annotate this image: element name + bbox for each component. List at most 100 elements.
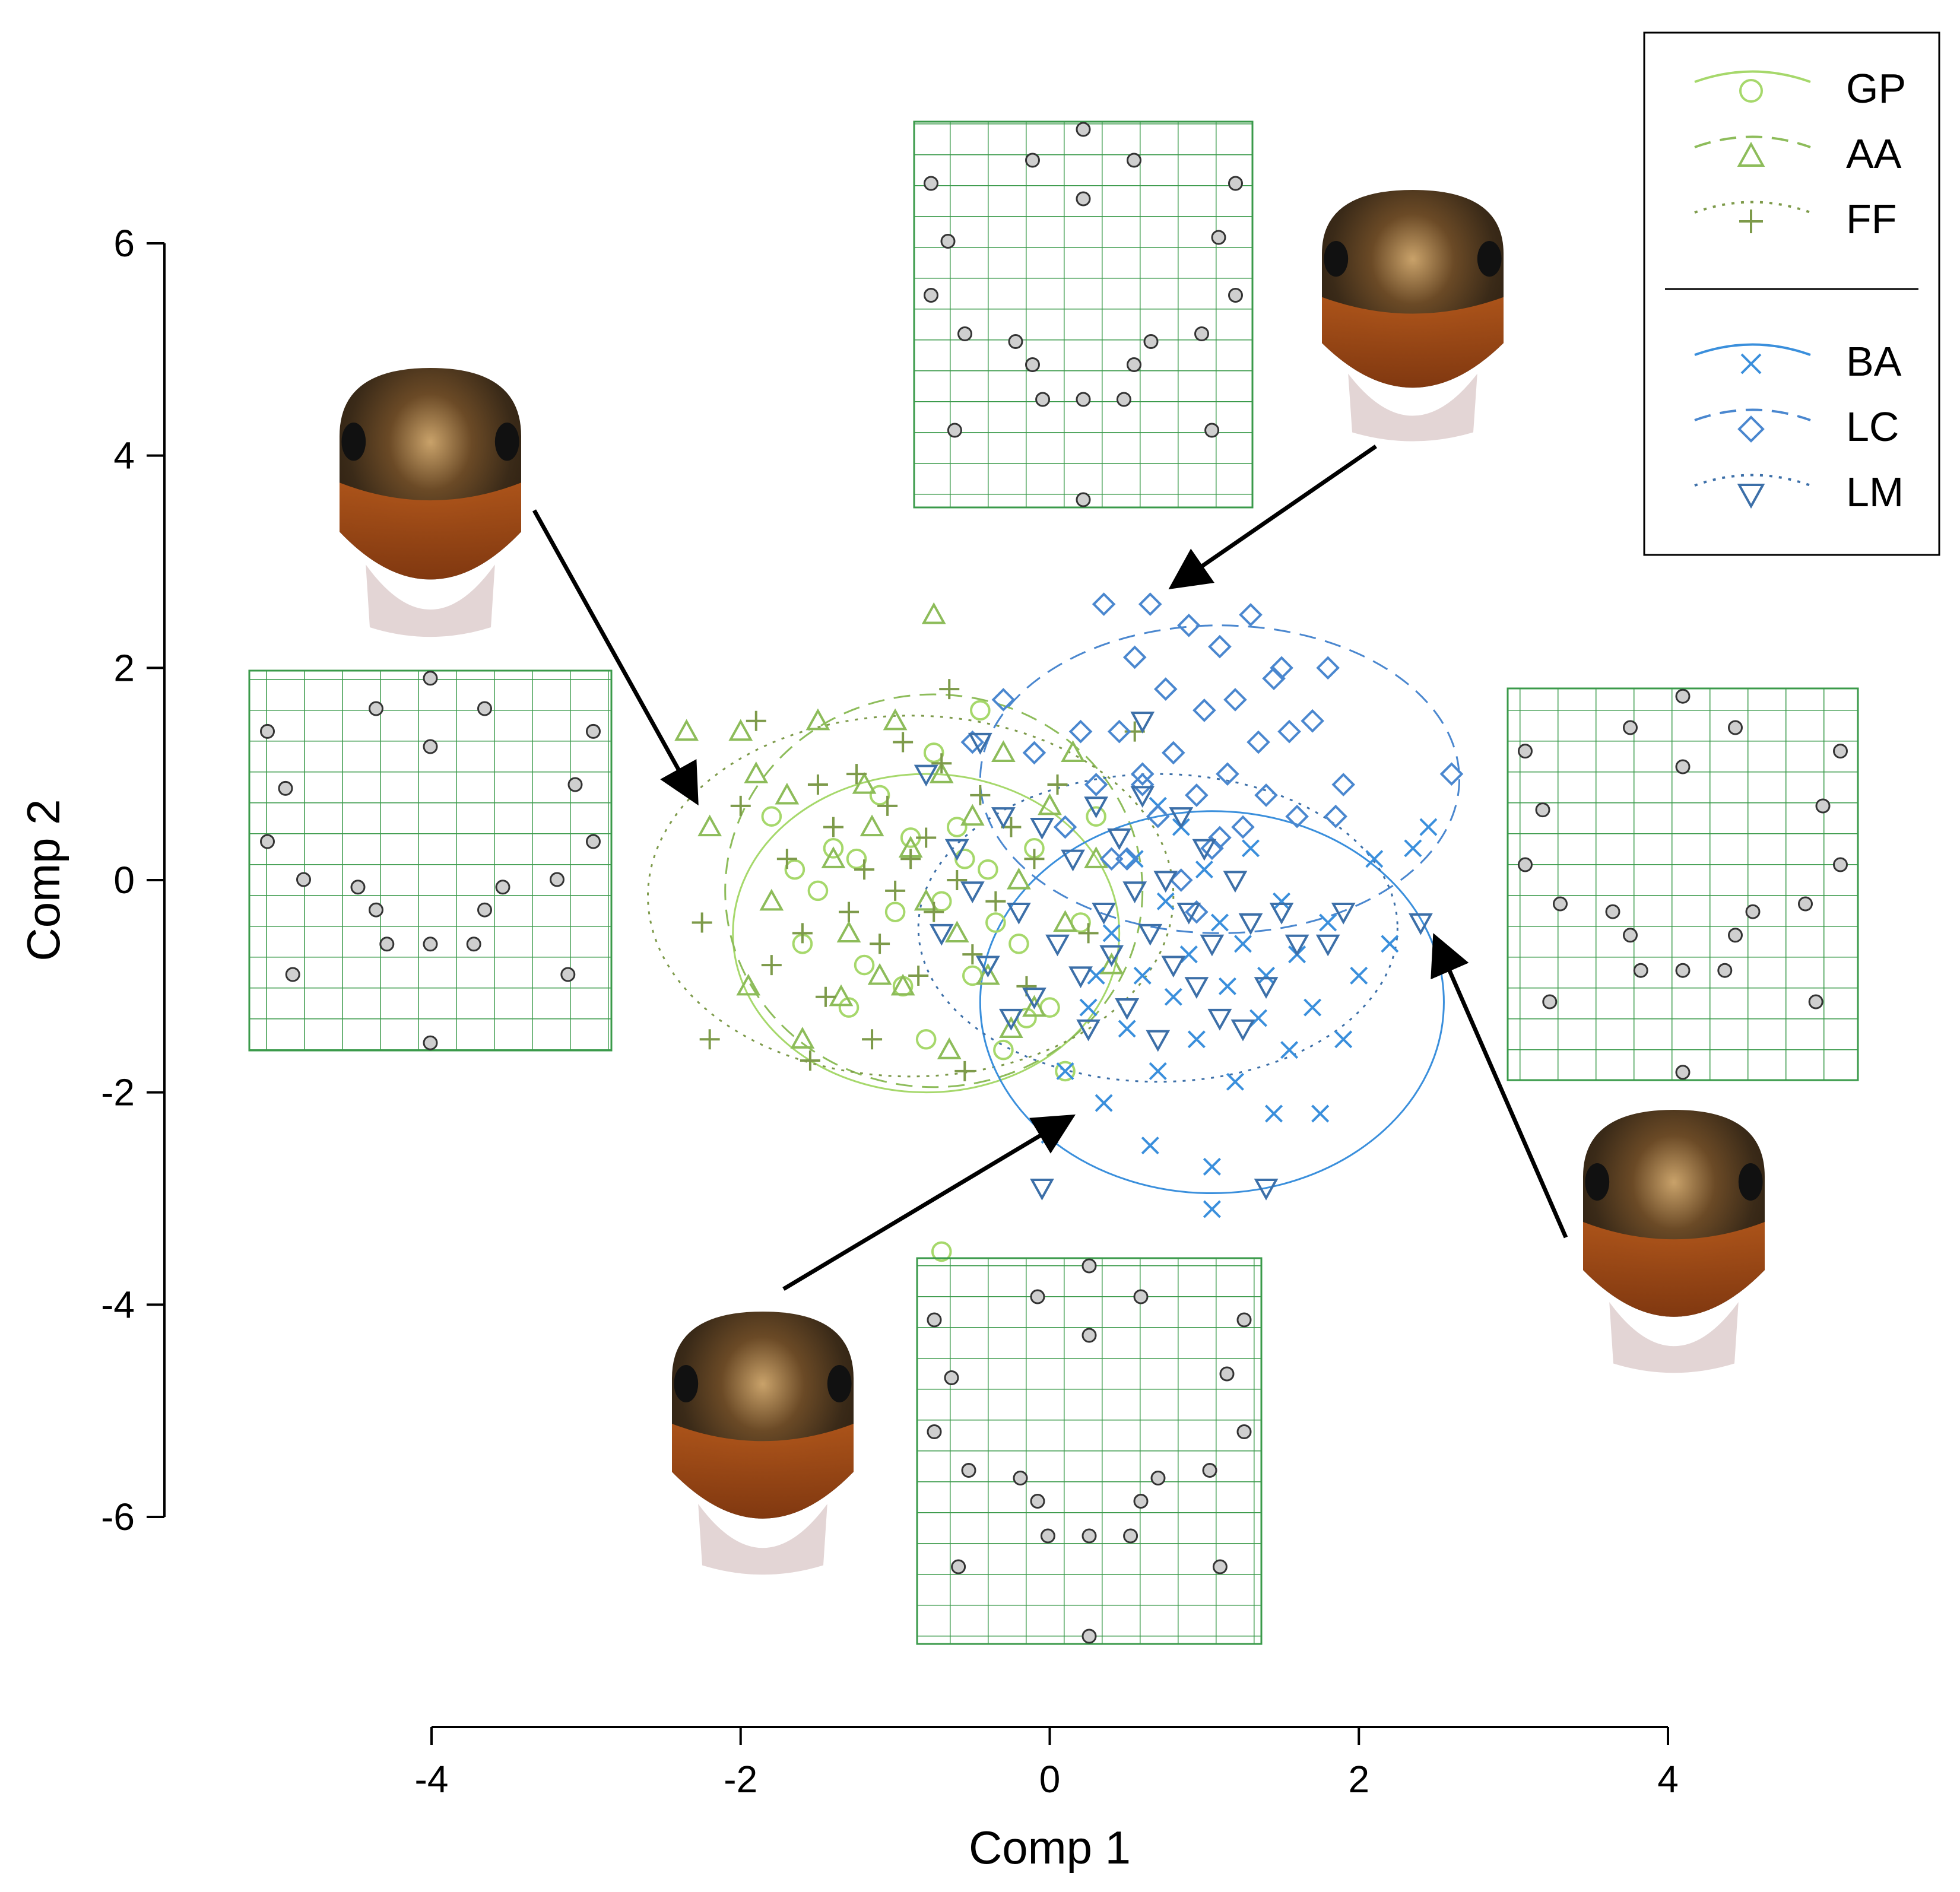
point-ff — [854, 859, 875, 880]
ant-eye — [1477, 241, 1502, 277]
point-lm — [1092, 903, 1117, 925]
landmark-dot — [1553, 896, 1568, 912]
landmark-dot — [1518, 744, 1533, 759]
point-lm — [991, 807, 1016, 829]
point-lm — [1130, 712, 1155, 734]
point-aa — [883, 708, 908, 731]
ant-mandible — [698, 1504, 827, 1575]
landmark-dot — [1082, 1258, 1097, 1274]
point-aa — [1061, 740, 1085, 762]
point-lc — [1324, 804, 1348, 828]
ant-head-image — [1322, 190, 1504, 442]
landmark-dot — [423, 671, 438, 686]
point-ff — [800, 1050, 820, 1071]
ant-head-image — [340, 368, 521, 637]
ant-eye — [1324, 241, 1349, 277]
point-ff — [939, 679, 960, 700]
landmark-dot — [924, 288, 938, 303]
ellipse-ff — [647, 715, 1175, 1078]
point-lm — [1184, 977, 1209, 999]
point-lm — [1192, 839, 1217, 861]
point-gp — [946, 817, 968, 837]
deformation-grids — [248, 120, 1859, 1645]
point-ff — [931, 753, 952, 774]
x-tick-label: 2 — [1348, 1758, 1369, 1801]
point-ba — [1404, 839, 1422, 858]
legend-item-ba: BA — [1694, 338, 1902, 385]
landmark-dot — [1133, 1289, 1149, 1304]
landmark-dot — [1076, 122, 1091, 137]
point-ff — [1078, 923, 1099, 944]
point-ba — [1350, 966, 1368, 985]
point-lm — [1409, 913, 1433, 935]
landmark-dot — [423, 1035, 438, 1050]
series-aa — [674, 602, 1124, 1059]
landmark-dot — [1236, 1424, 1252, 1439]
point-lc — [1223, 688, 1247, 712]
landmark-dot — [1605, 904, 1620, 919]
point-lc — [1439, 762, 1464, 786]
point-lc — [1130, 773, 1155, 796]
landmark-dot — [1116, 392, 1131, 407]
point-aa — [1022, 995, 1046, 1017]
point-ff — [699, 1029, 720, 1050]
point-lm — [944, 839, 969, 861]
landmark-dot — [1623, 928, 1638, 943]
point-lm — [1161, 955, 1186, 978]
landmark-dot — [296, 872, 311, 887]
landmark-dot — [1675, 759, 1691, 774]
point-lm — [1138, 923, 1163, 946]
point-gp — [784, 859, 805, 880]
legend-line — [1694, 408, 1811, 421]
point-ff — [916, 827, 937, 848]
point-lc — [1262, 666, 1286, 691]
point-gp — [869, 785, 890, 806]
point-lm — [1076, 1019, 1100, 1042]
point-ba — [1141, 1137, 1159, 1155]
point-ff — [807, 774, 828, 795]
point-lc — [1208, 826, 1232, 850]
deformation-grid-top — [913, 120, 1254, 509]
point-lm — [968, 732, 992, 755]
point-ba — [1280, 1041, 1299, 1059]
landmark-dot — [1076, 492, 1091, 507]
arrow-bottom-head — [782, 1114, 1076, 1291]
axes: -4 -2 0 2 4 -6 -4 -2 0 2 4 6 Comp 1 Comp 2 — [17, 222, 1679, 1874]
point-ba — [1265, 1104, 1283, 1123]
point-ba — [1179, 945, 1198, 964]
point-aa — [991, 740, 1016, 762]
point-lm — [960, 881, 985, 904]
point-ba — [1241, 839, 1260, 858]
point-ff — [1047, 774, 1068, 795]
landmark-dot — [957, 326, 972, 341]
x-tick-label: -2 — [724, 1758, 757, 1801]
landmark-dot — [1082, 1628, 1097, 1644]
point-lc — [1138, 592, 1162, 616]
point-aa — [821, 846, 846, 868]
point-gp — [761, 806, 782, 827]
point-lm — [1130, 786, 1155, 808]
point-lc — [1130, 762, 1155, 786]
landmark-dot — [947, 423, 962, 438]
ant-face — [672, 1424, 854, 1519]
point-gp — [954, 848, 975, 869]
landmark-dot — [560, 967, 576, 982]
point-gp — [923, 742, 944, 763]
point-lm — [1045, 934, 1070, 957]
landmark-dot — [567, 777, 583, 792]
legend-label: LM — [1846, 469, 1904, 515]
ant-eye — [494, 423, 519, 461]
ant-head-images — [340, 190, 1765, 1575]
point-lm — [1007, 903, 1031, 925]
landmark-dot — [940, 234, 956, 249]
point-lm — [1331, 903, 1356, 925]
landmark-dot — [586, 723, 601, 739]
x-tick-label: 0 — [1039, 1758, 1061, 1801]
y-tick-label: -4 — [101, 1283, 135, 1326]
ant-eye — [1738, 1163, 1763, 1201]
point-ba — [1095, 1094, 1113, 1112]
point-ff — [730, 795, 751, 816]
landmark-dot — [1675, 688, 1691, 704]
point-lc — [1185, 900, 1209, 924]
point-gp — [854, 954, 875, 976]
